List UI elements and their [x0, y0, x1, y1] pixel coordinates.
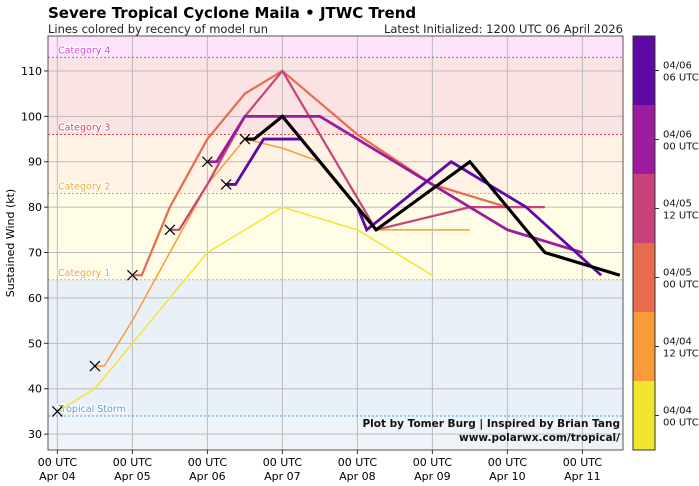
best-track-marker — [89, 360, 101, 372]
colorbar-label: 06 UTC — [663, 73, 699, 84]
best-track-marker — [164, 224, 176, 236]
x-tick-label: 00 UTC — [113, 456, 153, 469]
x-tick-label: Apr 11 — [564, 470, 601, 482]
best-track-marker — [239, 133, 251, 145]
best-track-marker — [201, 156, 213, 168]
colorbar-label: 00 UTC — [663, 142, 699, 153]
forecast-line-04-04-00-utc — [56, 206, 433, 413]
y-tick-label: 70 — [28, 247, 42, 260]
band-below-ts — [48, 415, 623, 450]
credit-line-2: www.polarwx.com/tropical/ — [459, 432, 620, 444]
colorbar-segment — [633, 243, 655, 312]
band-category-4 — [48, 36, 623, 58]
marker-stroke — [126, 269, 138, 281]
forecast-line-04-06-00-utc — [207, 114, 583, 254]
chart-title: Severe Tropical Cyclone Maila • JTWC Tre… — [48, 4, 416, 22]
marker-stroke — [239, 133, 251, 145]
x-tick-label: Apr 09 — [414, 470, 451, 482]
forecast-line-jtwc-latest — [244, 114, 621, 277]
colorbar-segment — [633, 105, 655, 174]
marker-stroke — [164, 224, 176, 236]
y-tick-label: 60 — [28, 292, 42, 305]
x-tick-label: Apr 08 — [339, 470, 376, 482]
colorbar-label: 04/04 — [663, 406, 692, 417]
category-label: Category 2 — [58, 182, 110, 193]
y-tick-label: 100 — [21, 110, 42, 123]
x-tick-label: 00 UTC — [488, 456, 528, 469]
category-label: Category 4 — [58, 45, 110, 56]
credit-line-1: Plot by Tomer Burg | Inspired by Brian T… — [362, 418, 620, 430]
x-tick-label: Apr 06 — [189, 470, 226, 482]
x-tick-label: Apr 07 — [264, 470, 301, 482]
band-category-3 — [48, 57, 623, 135]
x-tick-label: Apr 10 — [489, 470, 526, 482]
marker-stroke — [89, 360, 101, 372]
x-tick-label: 00 UTC — [38, 456, 78, 469]
colorbar-label: 00 UTC — [663, 280, 699, 291]
y-tick-label: 50 — [28, 337, 42, 350]
forecast-line-04-05-12-utc — [169, 69, 545, 232]
colorbar-label: 04/04 — [663, 337, 692, 348]
colorbar-label: 12 UTC — [663, 349, 699, 360]
colorbar-label: 12 UTC — [663, 211, 699, 222]
colorbar-segment — [633, 381, 655, 450]
colorbar-segment — [633, 36, 655, 105]
x-tick-label: Apr 04 — [39, 470, 76, 482]
x-tick-label: Apr 05 — [114, 470, 151, 482]
colorbar-segment — [633, 312, 655, 381]
colorbar-label: 04/05 — [663, 268, 692, 279]
band-category-2 — [48, 134, 623, 194]
marker-stroke — [51, 405, 63, 417]
colorbar-label: 04/05 — [663, 199, 692, 210]
best-track-marker — [126, 269, 138, 281]
category-label: Category 1 — [58, 268, 110, 279]
y-axis-label: Sustained Wind (kt) — [4, 189, 17, 297]
colorbar-frame — [632, 35, 656, 451]
band-tropical-storm — [48, 279, 623, 416]
x-tick-label: 00 UTC — [263, 456, 303, 469]
y-tick-label: 80 — [28, 201, 42, 214]
best-track-marker — [220, 179, 232, 190]
plot-frame — [47, 35, 624, 451]
y-tick-label: 30 — [28, 428, 42, 441]
colorbar-label: 00 UTC — [663, 418, 699, 429]
marker-stroke — [201, 156, 213, 168]
marker-stroke — [220, 179, 232, 190]
colorbar-label: 04/06 — [663, 130, 692, 141]
colorbar-label: 04/06 — [663, 61, 692, 72]
x-tick-label: 00 UTC — [413, 456, 453, 469]
chart-subtitle: Lines colored by recency of model run — [48, 22, 268, 36]
category-label: Category 3 — [58, 123, 110, 134]
latest-initialized: Latest Initialized: 1200 UTC 06 April 20… — [384, 22, 623, 36]
x-tick-label: 00 UTC — [338, 456, 378, 469]
y-tick-label: 90 — [28, 156, 42, 169]
x-tick-label: 00 UTC — [563, 456, 603, 469]
colorbar-segment — [633, 174, 655, 243]
y-tick-label: 40 — [28, 383, 42, 396]
y-tick-label: 110 — [21, 65, 42, 78]
x-tick-label: 00 UTC — [188, 456, 228, 469]
best-track-marker — [51, 405, 63, 417]
category-label: Tropical Storm — [57, 404, 126, 415]
